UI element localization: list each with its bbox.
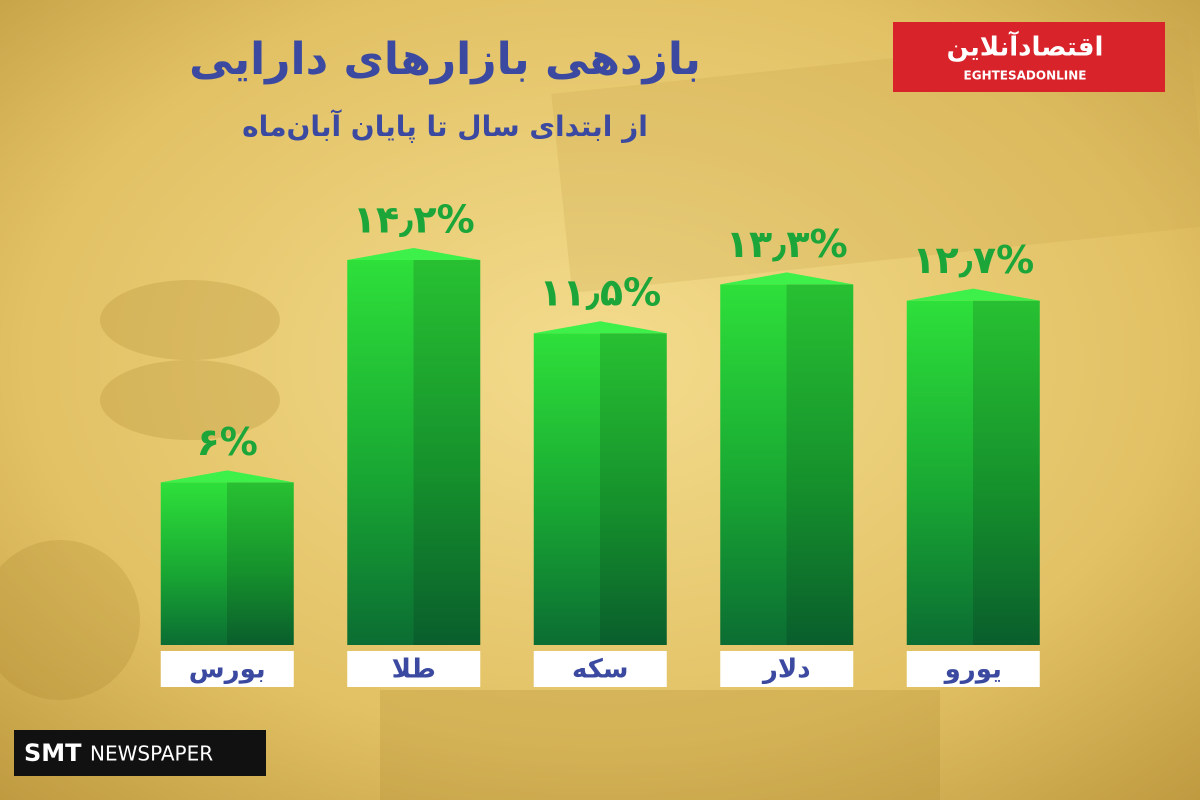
bar-shade (720, 284, 854, 645)
bar-cap (347, 248, 481, 260)
watermark-brand: SMT (24, 739, 82, 767)
watermark-box (14, 730, 266, 776)
logo-name: اقتصادآنلاین (947, 31, 1104, 63)
bars: ۶% بورس ۱۴٫۲% طلا ۱۱٫۵% سکه ۱۳٫۳% دلار ۱۲٫۷% یورو (160, 198, 1040, 687)
bar-shade (347, 260, 481, 645)
background-decor (0, 27, 1200, 800)
category-box (347, 651, 481, 687)
chart-subtitle: از ابتدای سال تا پایان آبان‌ماه (242, 109, 648, 143)
watermark-text: NEWSPAPER (90, 742, 213, 766)
x-tick-label: دلار (761, 655, 811, 685)
bar-shade (906, 300, 1040, 645)
category-box (533, 651, 667, 687)
category-box (720, 651, 854, 687)
bar-shade (533, 333, 667, 645)
bar-cap (533, 321, 667, 334)
value-label: ۱۳٫۳% (726, 222, 848, 266)
value-label: ۱۴٫۲% (353, 198, 475, 242)
bar-cap (160, 470, 294, 483)
category-box (160, 651, 294, 687)
category-box (906, 651, 1040, 687)
bar-shade (160, 482, 294, 645)
value-label: ۱۱٫۵% (539, 271, 661, 315)
bar-cap (720, 272, 854, 285)
chart-title: بازدهی بازارهای دارایی (189, 34, 701, 85)
x-tick-label: بورس (189, 655, 266, 685)
logo-box (893, 22, 1165, 92)
value-label: ۶% (197, 420, 258, 464)
bar-cap (906, 288, 1040, 301)
value-label: ۱۲٫۷% (912, 238, 1034, 282)
x-tick-label: سکه (572, 655, 628, 685)
x-tick-label: طلا (392, 655, 436, 685)
logo-latin: EGHTESADONLINE (964, 69, 1087, 83)
x-tick-label: یورو (943, 655, 1002, 685)
